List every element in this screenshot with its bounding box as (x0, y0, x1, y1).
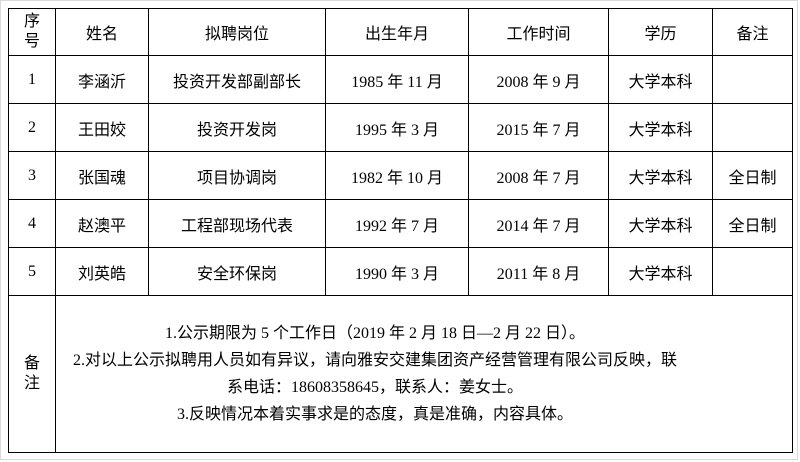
cell-remark: 全日制 (712, 151, 793, 200)
cell-education: 大学本科 (608, 199, 713, 248)
cell-remark: 全日制 (712, 199, 793, 248)
table-row: 1 李涵沂 投资开发部副部长 1985 年 11 月 2008 年 9 月 大学… (8, 55, 793, 104)
cell-serial: 4 (8, 199, 56, 248)
header-row: 序 号 姓名 拟聘岗位 出生年月 工作时间 学历 备注 (8, 8, 793, 56)
cell-birth: 1995 年 3 月 (325, 103, 469, 152)
cell-education: 大学本科 (608, 247, 713, 296)
header-name: 姓名 (55, 8, 149, 56)
cell-name: 刘英皓 (55, 247, 149, 296)
cell-serial: 5 (8, 247, 56, 296)
cell-serial: 2 (8, 103, 56, 152)
note-truthfulness: 3.反映情况本着实事求是的态度，真是准确，内容具体。 (176, 406, 573, 423)
cell-work-start: 2011 年 8 月 (468, 247, 609, 296)
remarks-label-line1: 备 (23, 355, 40, 372)
recruitment-table: 序 号 姓名 拟聘岗位 出生年月 工作时间 学历 备注 1 李涵沂 投资开发部副… (8, 8, 793, 453)
cell-serial: 1 (8, 55, 56, 104)
cell-work-start: 2014 年 7 月 (468, 199, 609, 248)
cell-name: 张国魂 (55, 151, 149, 200)
cell-birth: 1985 年 11 月 (325, 55, 469, 104)
header-birth-date: 出生年月 (325, 8, 469, 56)
cell-name: 赵澳平 (55, 199, 149, 248)
table-row: 4 赵澳平 工程部现场代表 1992 年 7 月 2014 年 7 月 大学本科… (8, 199, 793, 248)
cell-education: 大学本科 (608, 103, 713, 152)
cell-education: 大学本科 (608, 151, 713, 200)
cell-position: 投资开发岗 (148, 103, 326, 152)
header-work-start: 工作时间 (468, 8, 609, 56)
header-position: 拟聘岗位 (148, 8, 326, 56)
header-serial-line2: 号 (23, 33, 40, 50)
table-row: 5 刘英皓 安全环保岗 1990 年 3 月 2011 年 8 月 大学本科 (8, 247, 793, 296)
remarks-row: 备 注 1.公示期限为 5 个工作日（2019 年 2 月 18 日—2 月 2… (8, 295, 793, 453)
cell-name: 李涵沂 (55, 55, 149, 104)
cell-remark (712, 247, 793, 296)
header-serial-line1: 序 (23, 13, 40, 30)
cell-work-start: 2015 年 7 月 (468, 103, 609, 152)
remarks-label: 备 注 (8, 295, 56, 453)
cell-position: 安全环保岗 (148, 247, 326, 296)
cell-education: 大学本科 (608, 55, 713, 104)
header-remark: 备注 (712, 8, 793, 56)
cell-birth: 1982 年 10 月 (325, 151, 469, 200)
remarks-notes: 1.公示期限为 5 个工作日（2019 年 2 月 18 日—2 月 22 日）… (57, 320, 685, 428)
cell-birth: 1992 年 7 月 (325, 199, 469, 248)
cell-position: 投资开发部副部长 (148, 55, 326, 104)
note-objection-contact: 2.对以上公示拟聘用人员如有异议，请向雅安交建集团资产经营管理有限公司反映，联系… (72, 352, 677, 396)
cell-position: 工程部现场代表 (148, 199, 326, 248)
cell-birth: 1990 年 3 月 (325, 247, 469, 296)
cell-work-start: 2008 年 7 月 (468, 151, 609, 200)
table-row: 2 王田姣 投资开发岗 1995 年 3 月 2015 年 7 月 大学本科 (8, 103, 793, 152)
note-public-period: 1.公示期限为 5 个工作日（2019 年 2 月 18 日—2 月 22 日）… (164, 325, 585, 342)
cell-name: 王田姣 (55, 103, 149, 152)
table-row: 3 张国魂 项目协调岗 1982 年 10 月 2008 年 7 月 大学本科 … (8, 151, 793, 200)
header-education: 学历 (608, 8, 713, 56)
remarks-content: 1.公示期限为 5 个工作日（2019 年 2 月 18 日—2 月 22 日）… (55, 295, 793, 453)
remarks-label-line2: 注 (23, 375, 40, 392)
cell-remark (712, 103, 793, 152)
cell-remark (712, 55, 793, 104)
cell-position: 项目协调岗 (148, 151, 326, 200)
cell-work-start: 2008 年 9 月 (468, 55, 609, 104)
header-serial-number: 序 号 (8, 8, 56, 56)
cell-serial: 3 (8, 151, 56, 200)
